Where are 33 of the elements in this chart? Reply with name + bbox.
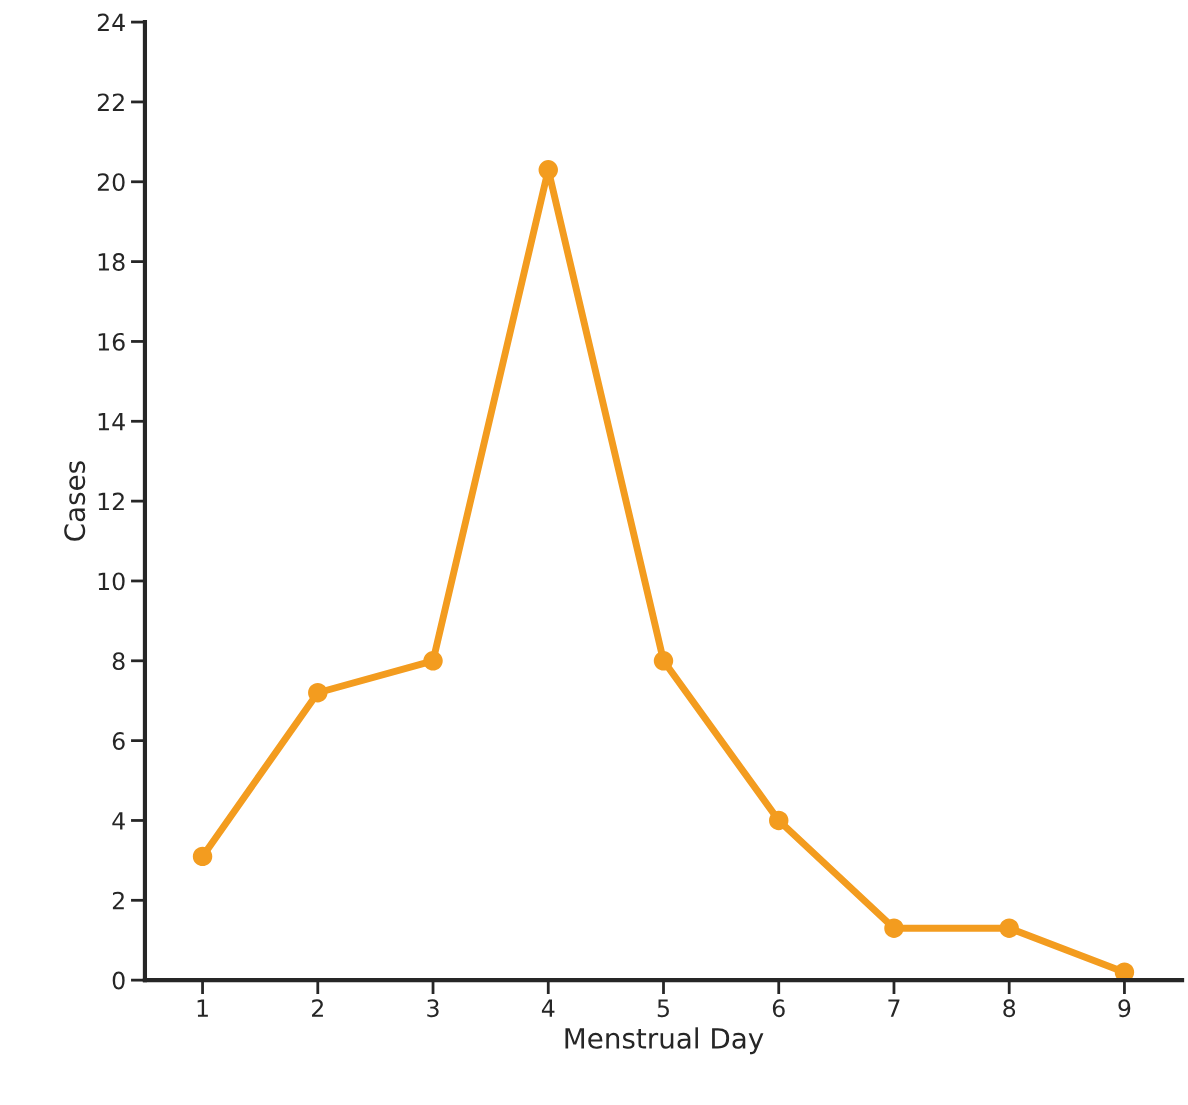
y-tick-label: 12 <box>98 492 124 511</box>
point <box>1114 962 1135 981</box>
y-tick-label: 24 <box>97 13 125 32</box>
y-axis-title: Cases <box>64 461 86 541</box>
y-tick-label: 18 <box>98 253 125 271</box>
point <box>423 651 443 671</box>
x-tick-label: 1 <box>197 999 208 1017</box>
y-tick-label: 4 <box>112 812 125 830</box>
y-tick-label: 22 <box>97 93 124 111</box>
point <box>884 918 904 938</box>
y-tick-label: 6 <box>112 732 125 750</box>
x-tick-label: 4 <box>541 999 555 1017</box>
y-tick-label: 2 <box>112 891 124 910</box>
x-tick-label: 8 <box>1003 999 1016 1018</box>
y-tick-label: 16 <box>98 332 125 351</box>
x-tick-label: 5 <box>657 999 669 1018</box>
point <box>538 160 558 180</box>
point <box>653 651 674 671</box>
y-tick-label: 10 <box>98 572 125 591</box>
x-tick-label: 3 <box>427 999 439 1018</box>
point <box>308 683 328 703</box>
x-axis-title: Menstrual Day <box>565 1027 764 1055</box>
y-tick-label: 14 <box>98 413 125 431</box>
x-tick-label: 6 <box>772 999 785 1018</box>
y-tick-label: 20 <box>97 173 125 192</box>
point <box>999 918 1019 938</box>
x-tick-label: 2 <box>312 999 323 1017</box>
x-tick-label: 7 <box>888 999 900 1017</box>
y-tick-label: 8 <box>112 652 125 671</box>
point <box>192 846 213 867</box>
y-tick-label: 0 <box>112 971 125 990</box>
point <box>769 810 789 831</box>
x-tick-label: 9 <box>1118 999 1131 1018</box>
